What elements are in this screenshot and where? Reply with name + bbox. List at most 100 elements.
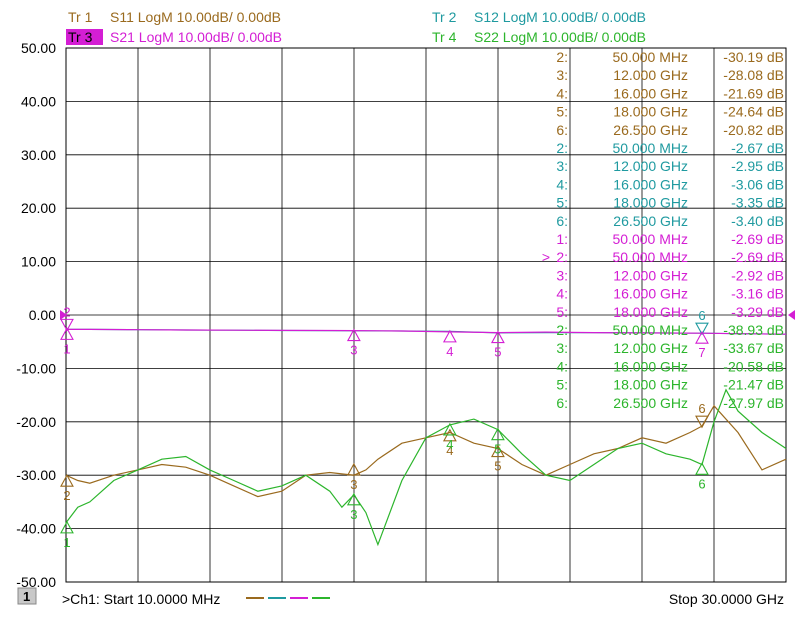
marker-table-frequency: 18.000 GHz [613, 195, 688, 211]
trace-4-label[interactable]: Tr 4 [432, 29, 457, 45]
marker-table-frequency: 50.000 MHz [613, 140, 688, 156]
marker-table-label: 5: [556, 304, 568, 320]
marker-triangle[interactable] [490, 444, 505, 458]
marker-number: 5 [494, 345, 501, 360]
marker-table-value: -2.95 dB [731, 158, 784, 174]
marker-table-label: 2: [556, 49, 568, 65]
trace-4-line [65, 388, 787, 547]
marker-triangle[interactable] [695, 462, 709, 475]
trace-3-label[interactable]: Tr 3 [68, 29, 93, 45]
marker-number: 3 [350, 477, 357, 492]
marker-table-frequency: 50.000 MHz [613, 231, 688, 247]
marker-table-frequency: 50.000 MHz [613, 49, 688, 65]
marker-table: 2: 50.000 MHz -30.19 dB 3: 12.000 GHz -28.08 … [542, 49, 784, 411]
marker-table-frequency: 18.000 GHz [613, 304, 688, 320]
marker-table-frequency: 16.000 GHz [613, 85, 688, 101]
trace-header: Tr 1 S11 LogM 10.00dB/ 0.00dB Tr 2 S12 L… [66, 9, 646, 45]
marker-triangle[interactable] [60, 327, 74, 340]
marker-triangle[interactable] [490, 330, 505, 344]
marker-table-value: -2.69 dB [731, 231, 784, 247]
marker-number: 2 [63, 488, 70, 503]
marker-triangle[interactable] [695, 322, 709, 336]
marker-table-value: -3.06 dB [731, 176, 784, 192]
y-tick-label: 50.00 [21, 40, 56, 56]
marker-table-value: -3.35 dB [731, 195, 784, 211]
marker-number: 1 [63, 341, 70, 356]
trace-1-desc: S11 LogM 10.00dB/ 0.00dB [110, 9, 281, 25]
marker-table-frequency: 26.500 GHz [613, 395, 688, 411]
marker-table-value: -33.67 dB [723, 340, 784, 356]
plot-grid [66, 48, 786, 582]
marker-triangle[interactable] [60, 520, 74, 534]
trace-4-desc: S22 LogM 10.00dB/ 0.00dB [474, 29, 646, 45]
marker-triangle[interactable] [695, 415, 709, 429]
active-trace-highlight [66, 29, 103, 45]
marker-number: 6 [698, 476, 705, 491]
channel-box[interactable] [17, 587, 37, 605]
marker-number: 5 [494, 442, 501, 457]
marker-triangle[interactable] [442, 422, 457, 436]
marker-number: 6 [698, 308, 705, 323]
marker-table-value: -28.08 dB [723, 67, 784, 83]
marker-table-label: 2: [556, 249, 568, 265]
marker-number: 6 [698, 401, 705, 416]
marker-table-frequency: 50.000 MHz [613, 249, 688, 265]
y-tick-label: 20.00 [21, 200, 56, 216]
marker-table-frequency: 50.000 MHz [613, 322, 688, 338]
y-tick-label: 40.00 [21, 93, 56, 109]
marker-number: 7 [698, 345, 705, 360]
marker-table-label: 3: [556, 267, 568, 283]
right-reference-arrow [788, 310, 795, 320]
marker-table-label: 5: [556, 195, 568, 211]
trace-3-desc: S21 LogM 10.00dB/ 0.00dB [110, 29, 282, 45]
marker-triangle[interactable] [695, 331, 709, 344]
marker-table-value: -21.69 dB [723, 85, 784, 101]
marker-triangle[interactable] [346, 328, 361, 342]
marker-number: 3 [350, 343, 357, 358]
marker-table-label: 3: [556, 67, 568, 83]
y-tick-label: 0.00 [29, 307, 56, 323]
marker-table-frequency: 18.000 GHz [613, 377, 688, 393]
y-tick-label: -30.00 [16, 467, 56, 483]
marker-triangle[interactable] [490, 427, 505, 441]
marker-table-value: -30.19 dB [723, 49, 784, 65]
marker-table-value: -21.47 dB [723, 377, 784, 393]
active-marker-indicator: > [542, 249, 550, 265]
marker-table-label: 4: [556, 286, 568, 302]
marker-triangle[interactable] [346, 492, 361, 506]
left-reference-arrow [60, 310, 67, 320]
plot-markers: 2 1 3 4 5 6 7 2 3 4 5 6 1 3 4 5 6 [60, 304, 709, 550]
marker-table-value: -3.40 dB [731, 213, 784, 229]
marker-triangle[interactable] [442, 329, 457, 343]
marker-triangle[interactable] [60, 318, 74, 332]
marker-table-value: -2.67 dB [731, 140, 784, 156]
marker-number: 5 [494, 459, 501, 474]
marker-number: 3 [350, 507, 357, 522]
stop-frequency[interactable]: Stop 30.0000 GHz [669, 591, 784, 607]
marker-table-frequency: 26.500 GHz [613, 213, 688, 229]
footer-bar: 1 >Ch1: Start 10.0000 MHz Stop 30.0000 G… [17, 587, 784, 607]
marker-triangle[interactable] [60, 474, 74, 487]
marker-number: 4 [446, 344, 453, 359]
marker-number: 4 [446, 437, 453, 452]
trace-2-label[interactable]: Tr 2 [432, 9, 457, 25]
marker-table-label: 3: [556, 158, 568, 174]
marker-table-value: -27.97 dB [723, 395, 784, 411]
marker-table-frequency: 26.500 GHz [613, 122, 688, 138]
trace-1-label[interactable]: Tr 1 [68, 9, 93, 25]
marker-table-label: 3: [556, 340, 568, 356]
marker-table-value: -20.82 dB [723, 122, 784, 138]
marker-number: 2 [63, 304, 70, 319]
trace-2-desc: S12 LogM 10.00dB/ 0.00dB [474, 9, 646, 25]
marker-table-frequency: 16.000 GHz [613, 286, 688, 302]
marker-table-label: 6: [556, 395, 568, 411]
y-tick-label: -50.00 [16, 574, 56, 590]
start-frequency[interactable]: >Ch1: Start 10.0000 MHz [62, 591, 220, 607]
marker-table-label: 4: [556, 176, 568, 192]
marker-triangle[interactable] [346, 462, 361, 476]
marker-table-label: 5: [556, 377, 568, 393]
marker-table-value: -2.92 dB [731, 267, 784, 283]
